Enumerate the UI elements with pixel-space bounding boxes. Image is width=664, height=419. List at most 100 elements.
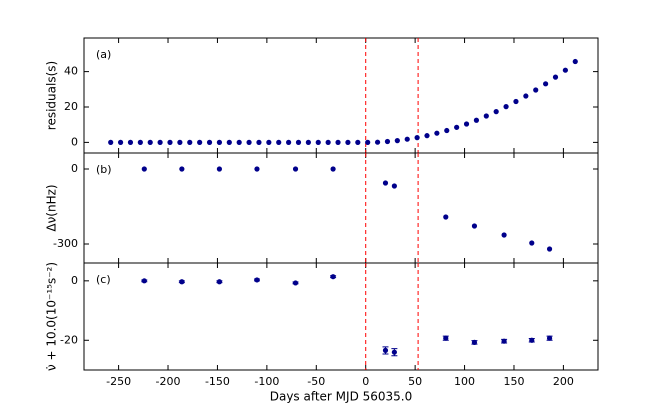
point xyxy=(330,166,336,172)
point xyxy=(546,335,553,341)
y-tick-label: 0 xyxy=(71,135,78,148)
y-tick-label: 0 xyxy=(71,274,78,287)
point xyxy=(305,139,311,145)
point xyxy=(179,166,185,172)
point xyxy=(335,139,341,145)
point xyxy=(503,104,509,110)
point xyxy=(382,180,389,186)
point xyxy=(345,139,351,145)
point xyxy=(187,139,193,145)
point xyxy=(216,139,223,145)
point xyxy=(463,121,470,127)
point xyxy=(266,139,272,145)
point xyxy=(108,139,114,145)
point xyxy=(167,139,173,145)
point xyxy=(404,136,410,142)
point xyxy=(216,166,223,172)
point xyxy=(355,139,361,145)
point xyxy=(276,139,282,145)
point xyxy=(236,139,242,145)
point xyxy=(493,109,499,115)
x-tick-label: 100 xyxy=(454,375,475,388)
point xyxy=(391,183,397,189)
point xyxy=(141,278,147,284)
point xyxy=(137,139,143,145)
point xyxy=(292,280,299,286)
point xyxy=(483,113,489,119)
point xyxy=(179,279,185,285)
x-tick-label: -50 xyxy=(307,375,325,388)
point xyxy=(157,139,163,145)
point xyxy=(127,139,134,145)
point xyxy=(454,124,460,130)
point xyxy=(546,246,553,252)
point xyxy=(473,117,480,123)
x-tick-label: -150 xyxy=(205,375,230,388)
point xyxy=(391,349,397,355)
y-axis-label: ν̇ + 10.0(10⁻¹⁵s⁻²) xyxy=(45,262,59,371)
y-axis-label: residuals(s) xyxy=(45,61,59,130)
point xyxy=(552,74,559,80)
plot-frame xyxy=(83,152,599,264)
plot-frame xyxy=(83,37,599,154)
point xyxy=(256,139,262,145)
point xyxy=(434,130,440,136)
point xyxy=(471,339,478,345)
x-tick-label: 150 xyxy=(503,375,524,388)
point xyxy=(226,139,232,145)
y-tick-label: -20 xyxy=(60,333,78,346)
point xyxy=(513,98,519,105)
point xyxy=(295,139,302,145)
y-tick-label: 0 xyxy=(71,162,78,175)
x-tick-label: -200 xyxy=(156,375,181,388)
point xyxy=(197,139,203,145)
point xyxy=(414,135,420,141)
point xyxy=(206,139,213,145)
y-tick-label: -300 xyxy=(53,237,78,250)
point xyxy=(529,337,535,343)
point xyxy=(216,279,223,285)
point xyxy=(443,335,449,341)
point xyxy=(374,139,381,145)
x-tick-label: 200 xyxy=(553,375,574,388)
plot-frame xyxy=(83,262,599,371)
point xyxy=(254,277,260,283)
x-tick-label: -250 xyxy=(106,375,131,388)
point xyxy=(394,138,400,144)
panel-label: (b) xyxy=(96,163,112,176)
x-tick-label: 50 xyxy=(408,375,422,388)
point xyxy=(562,67,568,73)
point xyxy=(444,127,450,134)
point xyxy=(117,139,124,145)
point xyxy=(141,166,147,172)
point xyxy=(523,93,529,99)
point xyxy=(286,139,292,145)
point xyxy=(246,139,252,145)
point xyxy=(424,133,430,139)
x-tick-label: -100 xyxy=(254,375,279,388)
y-tick-label: 40 xyxy=(64,65,78,78)
point xyxy=(501,338,507,344)
point xyxy=(330,274,336,280)
x-axis-label: Days after MJD 56035.0 xyxy=(270,390,413,404)
point xyxy=(147,139,153,145)
point xyxy=(501,232,507,238)
point xyxy=(471,223,478,229)
y-axis-label: Δν(nHz) xyxy=(45,184,59,231)
panel-label: (c) xyxy=(96,273,111,286)
point xyxy=(254,166,260,172)
y-tick-label: 20 xyxy=(64,100,78,113)
point xyxy=(315,139,321,145)
point xyxy=(529,240,535,246)
point xyxy=(533,87,539,93)
point xyxy=(365,139,371,145)
point xyxy=(177,139,183,145)
point xyxy=(443,214,449,220)
point xyxy=(384,138,391,145)
point xyxy=(572,58,578,65)
panel-label: (a) xyxy=(96,48,111,61)
point xyxy=(543,81,549,87)
x-tick-label: 0 xyxy=(362,375,369,388)
point xyxy=(325,139,331,145)
